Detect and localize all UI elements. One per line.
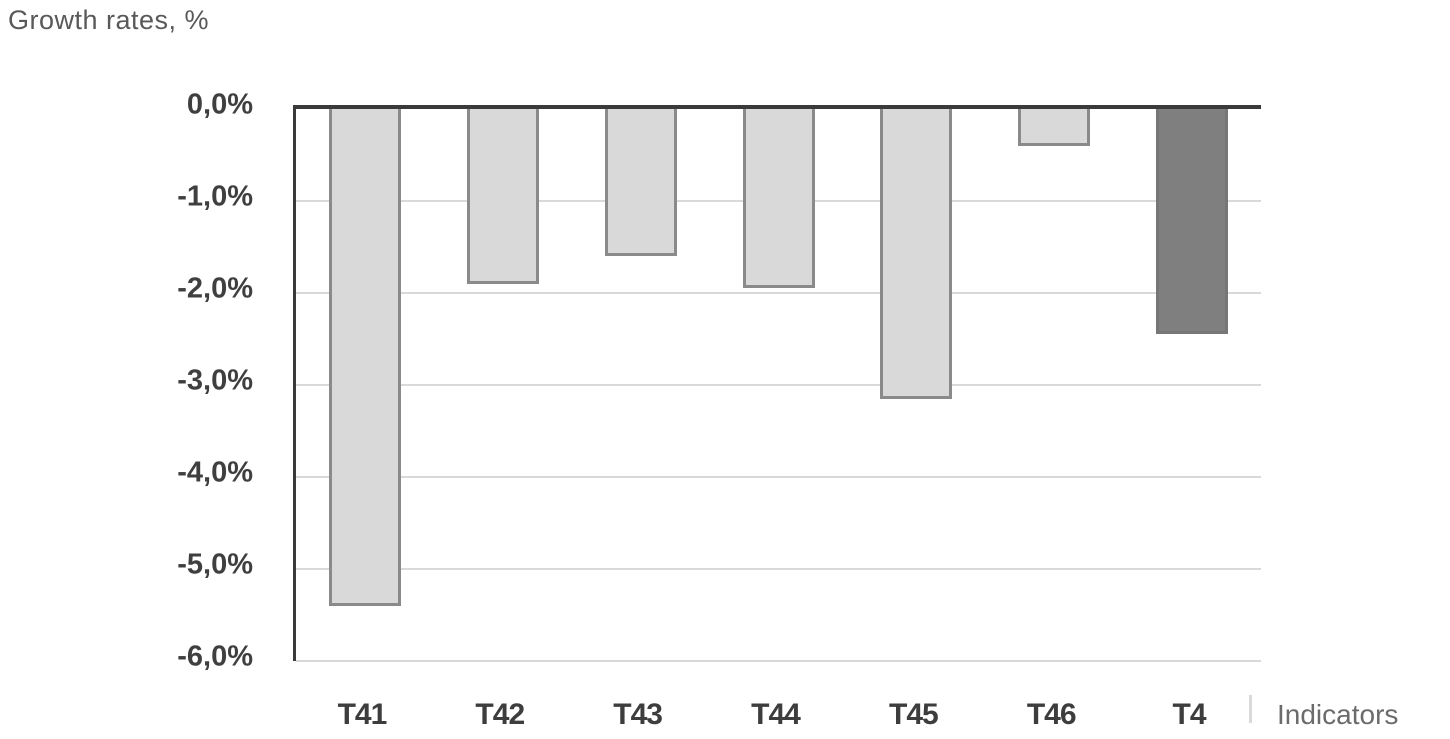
gridline — [296, 476, 1261, 478]
gridline — [296, 660, 1261, 662]
y-tick-labels: 0,0% -1,0% -2,0% -3,0% -4,0% -5,0% -6,0% — [0, 89, 253, 673]
x-category-label: T42 — [475, 698, 525, 731]
y-tick-label: -2,0% — [177, 272, 253, 305]
x-category-labels: T41 T42 T43 T44 T45 T46 T4 — [293, 698, 1258, 736]
chart-title: Growth rates, % — [8, 5, 210, 35]
x-category-label: T44 — [751, 698, 801, 731]
y-tick-label: -5,0% — [177, 548, 253, 581]
y-tick-label: -3,0% — [177, 364, 253, 397]
gridline — [296, 568, 1261, 570]
bar-T41 — [328, 109, 401, 606]
x-category-label: T45 — [888, 698, 939, 731]
y-tick-label: -1,0% — [177, 180, 253, 213]
x-category-label: T41 — [337, 698, 388, 731]
bar-T45 — [880, 109, 953, 399]
x-axis-title: Indicators — [1277, 699, 1399, 730]
plot-area — [293, 105, 1261, 662]
bar-T43 — [604, 109, 677, 257]
bar-T46 — [1018, 109, 1091, 146]
y-tick-label: 0,0% — [186, 88, 253, 121]
bar-T44 — [742, 109, 815, 289]
gridline — [296, 292, 1261, 294]
bar-T4 — [1156, 109, 1229, 335]
bar-T42 — [466, 109, 539, 284]
y-tick-label: -4,0% — [177, 456, 253, 489]
gridline — [296, 384, 1261, 386]
axis-edge-tick — [1249, 695, 1252, 723]
x-category-label: T43 — [613, 698, 663, 731]
y-tick-label: -6,0% — [177, 640, 253, 673]
x-category-label: T46 — [1026, 698, 1077, 731]
x-category-label: T4 — [1172, 698, 1207, 731]
